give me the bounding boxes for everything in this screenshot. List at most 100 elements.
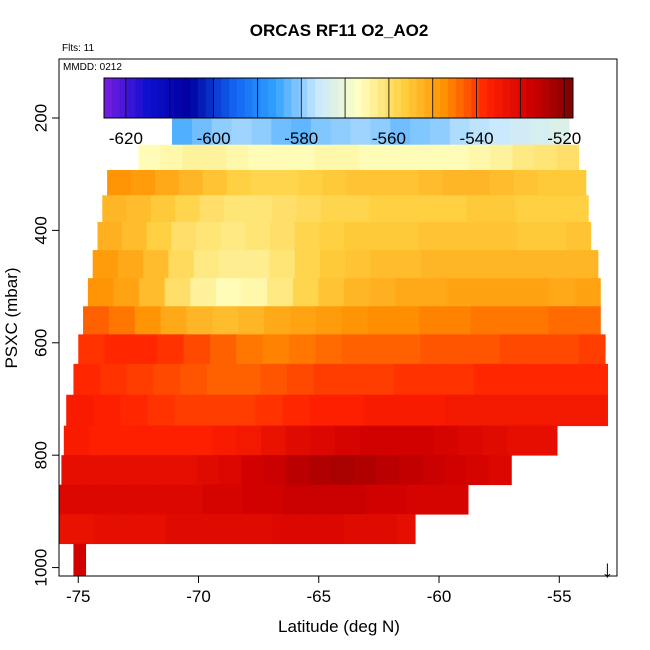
heatmap-cell xyxy=(172,118,193,146)
heatmap-cell xyxy=(313,363,342,396)
colorbar-swatch xyxy=(143,78,152,118)
heatmap-cell xyxy=(468,144,492,171)
heatmap-cell xyxy=(549,118,570,146)
heatmap-cell xyxy=(63,425,90,456)
heatmap-cell xyxy=(263,484,285,515)
heatmap-cell xyxy=(513,169,539,196)
heatmap-cell xyxy=(83,306,110,335)
heatmap-cell xyxy=(353,455,377,486)
heatmap-cell xyxy=(287,363,315,396)
heatmap-cell xyxy=(420,334,448,365)
heatmap-cell xyxy=(292,278,319,307)
colorbar-swatch xyxy=(494,78,504,118)
heatmap-cell xyxy=(164,278,191,307)
colorbar-swatch xyxy=(385,78,394,118)
heatmap-cell xyxy=(497,278,524,307)
y-tick-label: 200 xyxy=(31,104,50,132)
colorbar-swatch xyxy=(377,78,386,118)
heatmap-cell xyxy=(466,195,492,223)
colorbar-swatch xyxy=(268,78,277,118)
heatmap-cell xyxy=(420,278,448,307)
heatmap-cell xyxy=(131,169,156,196)
heatmap-cell xyxy=(370,118,391,146)
colorbar-swatch xyxy=(533,78,543,118)
heatmap-cell xyxy=(553,394,581,427)
heatmap-cell xyxy=(233,363,261,396)
heatmap-cell xyxy=(574,278,601,307)
heatmap-cell xyxy=(282,394,311,427)
heatmap-cell xyxy=(126,363,155,396)
heatmap-cell xyxy=(73,543,87,577)
heatmap-cell xyxy=(59,484,81,515)
heatmap-cell xyxy=(359,425,385,456)
heatmap-cell xyxy=(490,169,515,196)
heatmap-cell xyxy=(255,394,284,427)
heatmap-cell xyxy=(539,195,565,223)
heatmap-cell xyxy=(151,455,175,486)
heatmap-cell xyxy=(500,363,528,396)
heatmap-cell xyxy=(87,278,115,307)
y-tick-label: 1000 xyxy=(31,549,50,587)
heatmap-cell xyxy=(113,278,140,307)
heatmap-cell xyxy=(191,118,213,146)
heatmap-cell xyxy=(488,455,512,486)
heatmap-cell xyxy=(421,455,445,486)
heatmap-cell xyxy=(264,306,291,335)
colorbar-swatch xyxy=(150,78,160,118)
colorbar-swatch xyxy=(229,78,238,118)
heatmap-cell xyxy=(446,250,473,279)
heatmap-cell xyxy=(146,221,173,251)
heatmap-cell xyxy=(218,250,245,279)
heatmap-cell xyxy=(122,221,148,251)
colorbar-swatch xyxy=(260,78,269,118)
heatmap-cell xyxy=(499,334,527,365)
heatmap-cell xyxy=(261,425,287,456)
heatmap-cell xyxy=(418,195,443,223)
heatmap-cell xyxy=(358,144,382,171)
heatmap-cell xyxy=(218,455,242,486)
heatmap-cell xyxy=(393,363,422,396)
heatmap-cell xyxy=(406,484,428,515)
colorbar-swatch xyxy=(252,78,261,118)
heatmap-cell xyxy=(334,425,361,456)
heatmap-cell xyxy=(417,394,446,427)
heatmap-cell xyxy=(140,484,162,515)
heatmap-cell xyxy=(369,278,396,307)
heatmap-cell xyxy=(390,394,419,427)
heatmap-cell xyxy=(104,334,132,365)
heatmap-cell xyxy=(561,169,587,196)
heatmap-cell xyxy=(76,514,96,545)
heatmap-cell xyxy=(120,394,148,427)
heatmap-cell xyxy=(196,455,220,486)
heatmap-cell xyxy=(117,250,144,279)
colorbar-swatch xyxy=(541,78,551,118)
heatmap-cell xyxy=(223,195,249,223)
heatmap-cell xyxy=(274,169,300,196)
heatmap-cell xyxy=(202,169,228,196)
heatmap-cell xyxy=(496,250,523,279)
heatmap-cell xyxy=(171,221,197,251)
heatmap-cell xyxy=(211,118,233,146)
heatmap-cell xyxy=(345,484,367,515)
colorbar-swatch xyxy=(127,78,136,118)
heatmap-cell xyxy=(245,221,271,251)
colorbar-tick-label: -580 xyxy=(284,129,318,148)
heatmap-cell xyxy=(320,195,346,223)
colorbar-swatch xyxy=(182,78,191,118)
heatmap-cell xyxy=(523,278,550,307)
heatmap-cell xyxy=(525,334,553,365)
heatmap-cell xyxy=(120,484,142,515)
heatmap-cell xyxy=(193,250,220,279)
heatmap-cell xyxy=(330,118,352,146)
chart-title: ORCAS RF11 O2_AO2 xyxy=(250,21,429,40)
heatmap-cell xyxy=(272,514,291,545)
heatmap-cell xyxy=(183,334,211,365)
heatmap-cell xyxy=(350,118,372,146)
colorbar-swatch xyxy=(221,78,230,118)
heatmap-cell xyxy=(187,425,213,456)
heatmap-cell xyxy=(215,278,243,307)
colorbar-swatch xyxy=(455,78,465,118)
heatmap-cell xyxy=(578,334,606,365)
heatmap-cell xyxy=(384,425,410,456)
